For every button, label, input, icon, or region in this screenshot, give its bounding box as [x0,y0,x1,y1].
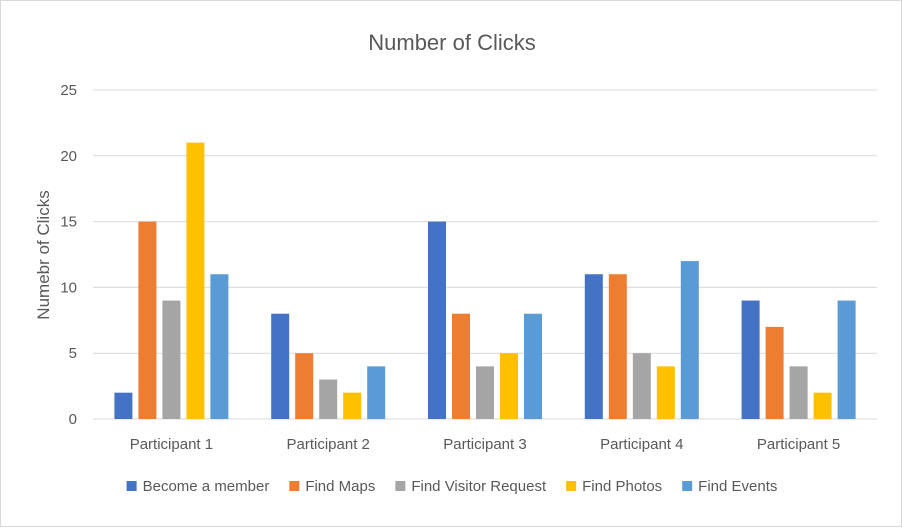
x-category-label: Participant 2 [287,436,370,453]
bar-find-maps-4 [608,274,627,419]
x-category-label: Participant 5 [757,436,840,453]
bar-become-a-member-5 [741,300,760,419]
bar-become-a-member-4 [584,274,603,419]
bar-find-photos-4 [656,366,675,419]
bar-find-visitor-request-3 [476,366,494,419]
y-tick-label: 10 [60,279,77,296]
legend-label: Find Visitor Request [411,478,547,495]
bar-find-visitor-request-1 [162,300,181,419]
bar-find-visitor-request-4 [632,353,651,419]
y-axis-label: Numebr of Clicks [34,190,53,319]
bar-find-maps-2 [295,353,314,419]
bar-find-visitor-request-5 [789,366,808,419]
bar-become-a-member-3 [428,221,446,419]
y-tick-label: 25 [60,82,77,99]
legend-label: Find Events [698,478,777,495]
bar-find-visitor-request-2 [319,379,338,419]
bar-find-maps-1 [138,221,157,419]
x-category-label: Participant 3 [443,436,526,453]
x-category-label: Participant 1 [130,436,213,453]
bar-find-photos-3 [500,353,518,419]
y-tick-label: 20 [60,148,77,165]
bar-find-events-1 [210,274,229,419]
bar-find-events-2 [367,366,386,419]
legend-label: Become a member [143,478,270,495]
legend-swatch [126,481,137,491]
bar-find-photos-2 [343,392,362,419]
legend-swatch [395,481,406,491]
y-tick-label: 5 [69,345,77,362]
bar-find-photos-5 [813,392,832,419]
bar-find-maps-3 [452,313,470,419]
legend-swatch [289,481,300,491]
legend: Become a member Find Maps Find Visitor Req… [126,478,777,495]
bar-find-maps-5 [765,326,784,419]
y-tick-label: 15 [60,214,77,231]
x-category-label: Participant 4 [600,436,683,453]
legend-label: Find Maps [305,478,375,495]
bar-find-events-3 [524,313,542,419]
legend-swatch [682,481,693,491]
legend-swatch [566,481,577,491]
x-axis-categories: Participant 1 Participant 2 Participant 3 P… [130,436,841,453]
y-tick-label: 0 [69,411,77,428]
bar-find-photos-1 [186,142,205,419]
bar-find-events-5 [837,300,856,419]
bar-become-a-member-1 [114,392,133,419]
bar-become-a-member-2 [271,313,290,419]
legend-label: Find Photos [582,478,662,495]
y-axis-ticks: 0 5 10 15 20 25 [60,82,77,428]
bar-find-events-4 [680,261,699,419]
bars [114,142,856,419]
chart-title: Number of Clicks [368,30,535,55]
